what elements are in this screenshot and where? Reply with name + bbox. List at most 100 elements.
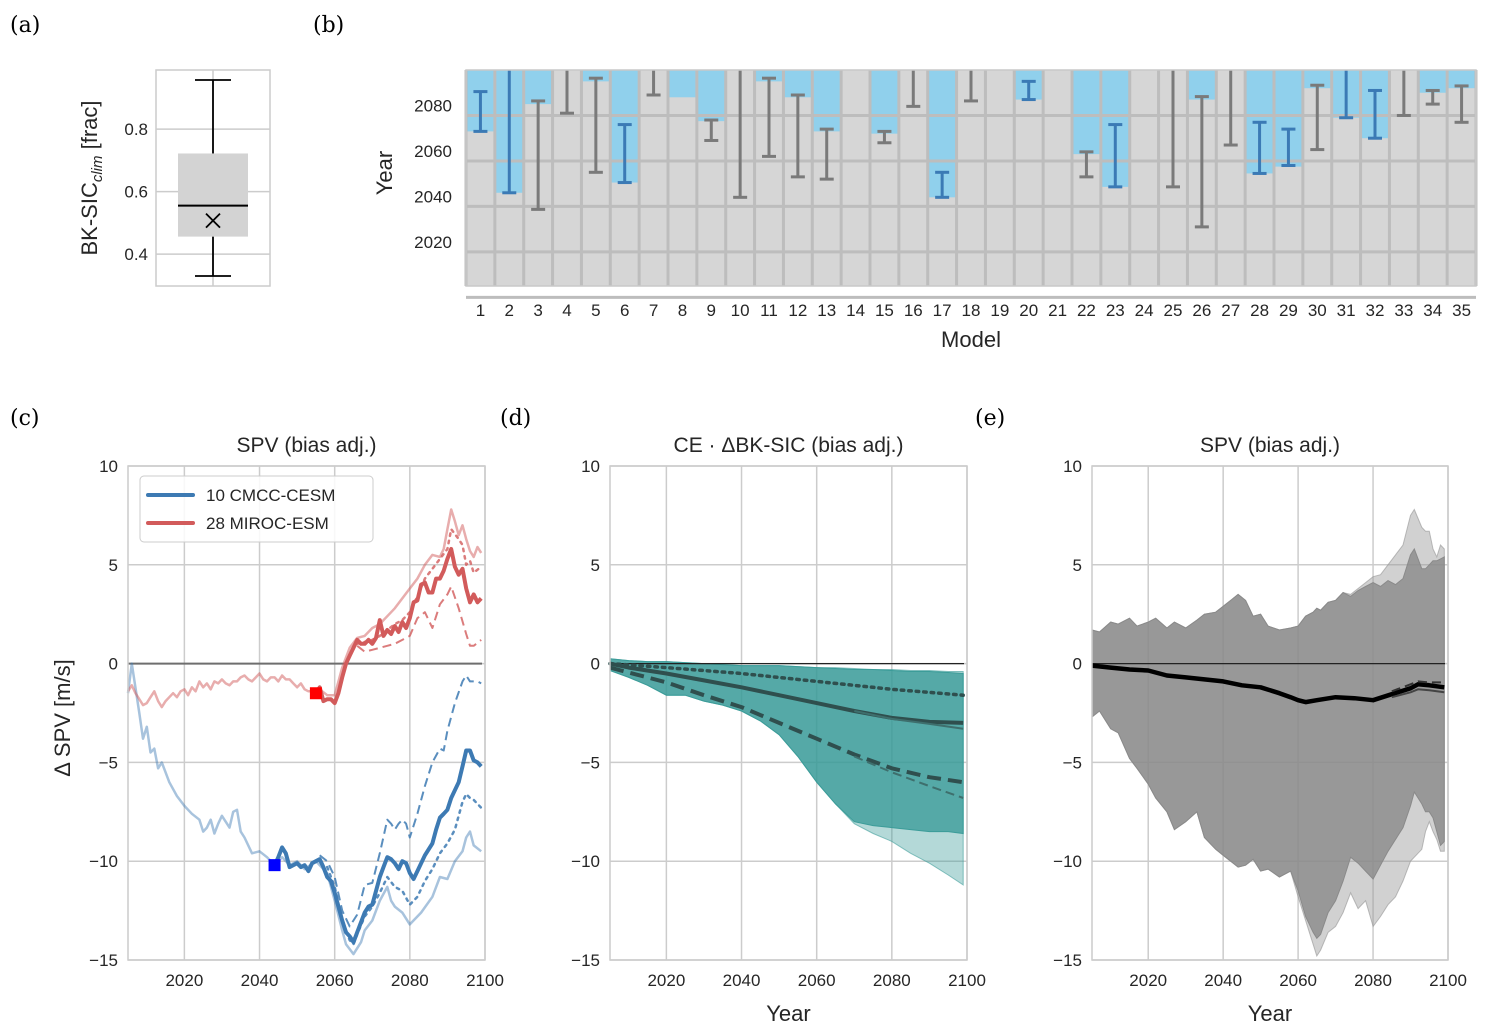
xtick-label: 20 xyxy=(1019,301,1038,320)
xtick-label: 34 xyxy=(1423,301,1442,320)
chart-title: CE · ΔBK-SIC (bias adj.) xyxy=(674,434,904,457)
xtick-label: 2020 xyxy=(647,971,685,990)
xtick-label: 2060 xyxy=(316,971,354,990)
ytick-label: 10 xyxy=(581,457,600,476)
ylabel-main: BK-SIC xyxy=(77,182,102,255)
ytick-label: 0.8 xyxy=(124,120,148,139)
xtick-label: 2040 xyxy=(1204,971,1242,990)
xtick-label: 2040 xyxy=(241,971,279,990)
bar xyxy=(754,70,784,82)
series-line xyxy=(1391,680,1445,693)
ytick-label: 0 xyxy=(1073,655,1082,674)
plot-frame xyxy=(1091,465,1449,961)
xtick-label: 29 xyxy=(1279,301,1298,320)
xtick-label: 32 xyxy=(1366,301,1385,320)
panel-d-area-chart: CE · ΔBK-SIC (bias adj.) −15 −10 −5 0 5 10 2020… xyxy=(571,434,986,1026)
ytick-label: −5 xyxy=(581,753,600,772)
xtick-label: 2100 xyxy=(1429,971,1467,990)
series-line xyxy=(609,665,964,785)
x-axis-label: Year xyxy=(1248,1001,1292,1026)
x-axis-label: Model xyxy=(941,327,1001,352)
bar xyxy=(1187,70,1217,100)
ytick-label: 0.4 xyxy=(124,245,148,264)
ytick-label: 5 xyxy=(1073,556,1082,575)
xtick-label: 31 xyxy=(1337,301,1356,320)
ytick-label: 10 xyxy=(1063,457,1082,476)
xtick-label: 30 xyxy=(1308,301,1327,320)
xtick-label: 2080 xyxy=(391,971,429,990)
series-line xyxy=(126,508,483,709)
series-line xyxy=(126,662,482,956)
bar xyxy=(1418,70,1448,93)
xtick-label: 2100 xyxy=(948,971,986,990)
ytick-label: 5 xyxy=(109,556,118,575)
series-line xyxy=(356,585,482,653)
series-line xyxy=(608,661,965,697)
panel-label-e: (e) xyxy=(975,406,1005,431)
xtick-label: 28 xyxy=(1250,301,1269,320)
ytick-label: −10 xyxy=(1053,852,1082,871)
xtick-label: 33 xyxy=(1394,301,1413,320)
ytick-label: −15 xyxy=(571,951,600,970)
bar xyxy=(1447,70,1476,89)
xtick-label: 2020 xyxy=(1129,971,1167,990)
panel-label-d: (d) xyxy=(500,406,531,431)
miroc-emergence-marker xyxy=(309,687,322,700)
plot-frame xyxy=(155,69,271,287)
xtick-label: 9 xyxy=(707,301,716,320)
panel-label-b: (b) xyxy=(313,13,344,38)
ytick-label: −10 xyxy=(571,852,600,871)
series-line xyxy=(1091,663,1445,705)
xtick-label: 2080 xyxy=(873,971,911,990)
band-inner-range xyxy=(1091,547,1445,940)
ytick-label: 2040 xyxy=(414,187,452,206)
ytick-label: −10 xyxy=(89,852,118,871)
xtick-label: 2060 xyxy=(1279,971,1317,990)
iqr-box xyxy=(178,153,248,237)
xtick-label: 23 xyxy=(1106,301,1125,320)
bar xyxy=(870,70,899,134)
panel-e-area-chart: SPV (bias adj.) −15 −10 −5 0 5 10 2020 2040 2060 2… xyxy=(1053,434,1467,1026)
xtick-label: 24 xyxy=(1135,301,1154,320)
series-line xyxy=(1391,688,1445,699)
series-line xyxy=(853,755,964,799)
xtick-label: 22 xyxy=(1077,301,1096,320)
xtick-label: 2040 xyxy=(723,971,761,990)
bar xyxy=(783,70,813,98)
xtick-label: 3 xyxy=(533,301,542,320)
ytick-label: 0.6 xyxy=(124,183,148,202)
xtick-label: 2080 xyxy=(1354,971,1392,990)
series-line xyxy=(355,527,483,646)
y-axis-label: BK-SICclim [frac] xyxy=(77,100,106,255)
series-line xyxy=(609,661,964,725)
ylabel-unit: [frac] xyxy=(77,100,102,155)
xtick-label: 6 xyxy=(620,301,629,320)
ytick-label: 2020 xyxy=(414,233,452,252)
xtick-label: 13 xyxy=(817,301,836,320)
ytick-label: 10 xyxy=(99,457,118,476)
xtick-label: 12 xyxy=(788,301,807,320)
xtick-label: 35 xyxy=(1452,301,1471,320)
chart-title: SPV (bias adj.) xyxy=(236,434,376,457)
legend-box xyxy=(139,475,374,543)
panel-a-boxplot: 0.4 0.6 0.8 BK-SICclim [frac] xyxy=(77,69,271,287)
y-axis-label: Δ SPV [m/s] xyxy=(50,659,75,776)
ytick-label: 0 xyxy=(591,655,600,674)
xtick-label: 26 xyxy=(1192,301,1211,320)
chart-title: SPV (bias adj.) xyxy=(1200,434,1340,457)
panel-label-c: (c) xyxy=(10,406,40,431)
bar xyxy=(668,70,697,98)
xtick-label: 7 xyxy=(649,301,658,320)
band-inner-range xyxy=(609,658,964,835)
series-line xyxy=(854,710,964,730)
x-axis-label: Year xyxy=(766,1001,810,1026)
series-line xyxy=(319,674,482,928)
xtick-label: 5 xyxy=(591,301,600,320)
xtick-label: 19 xyxy=(990,301,1009,320)
ytick-label: 5 xyxy=(591,556,600,575)
ytick-label: −5 xyxy=(99,753,118,772)
xtick-label: 25 xyxy=(1164,301,1183,320)
xtick-label: 8 xyxy=(678,301,687,320)
xtick-label: 4 xyxy=(562,301,571,320)
